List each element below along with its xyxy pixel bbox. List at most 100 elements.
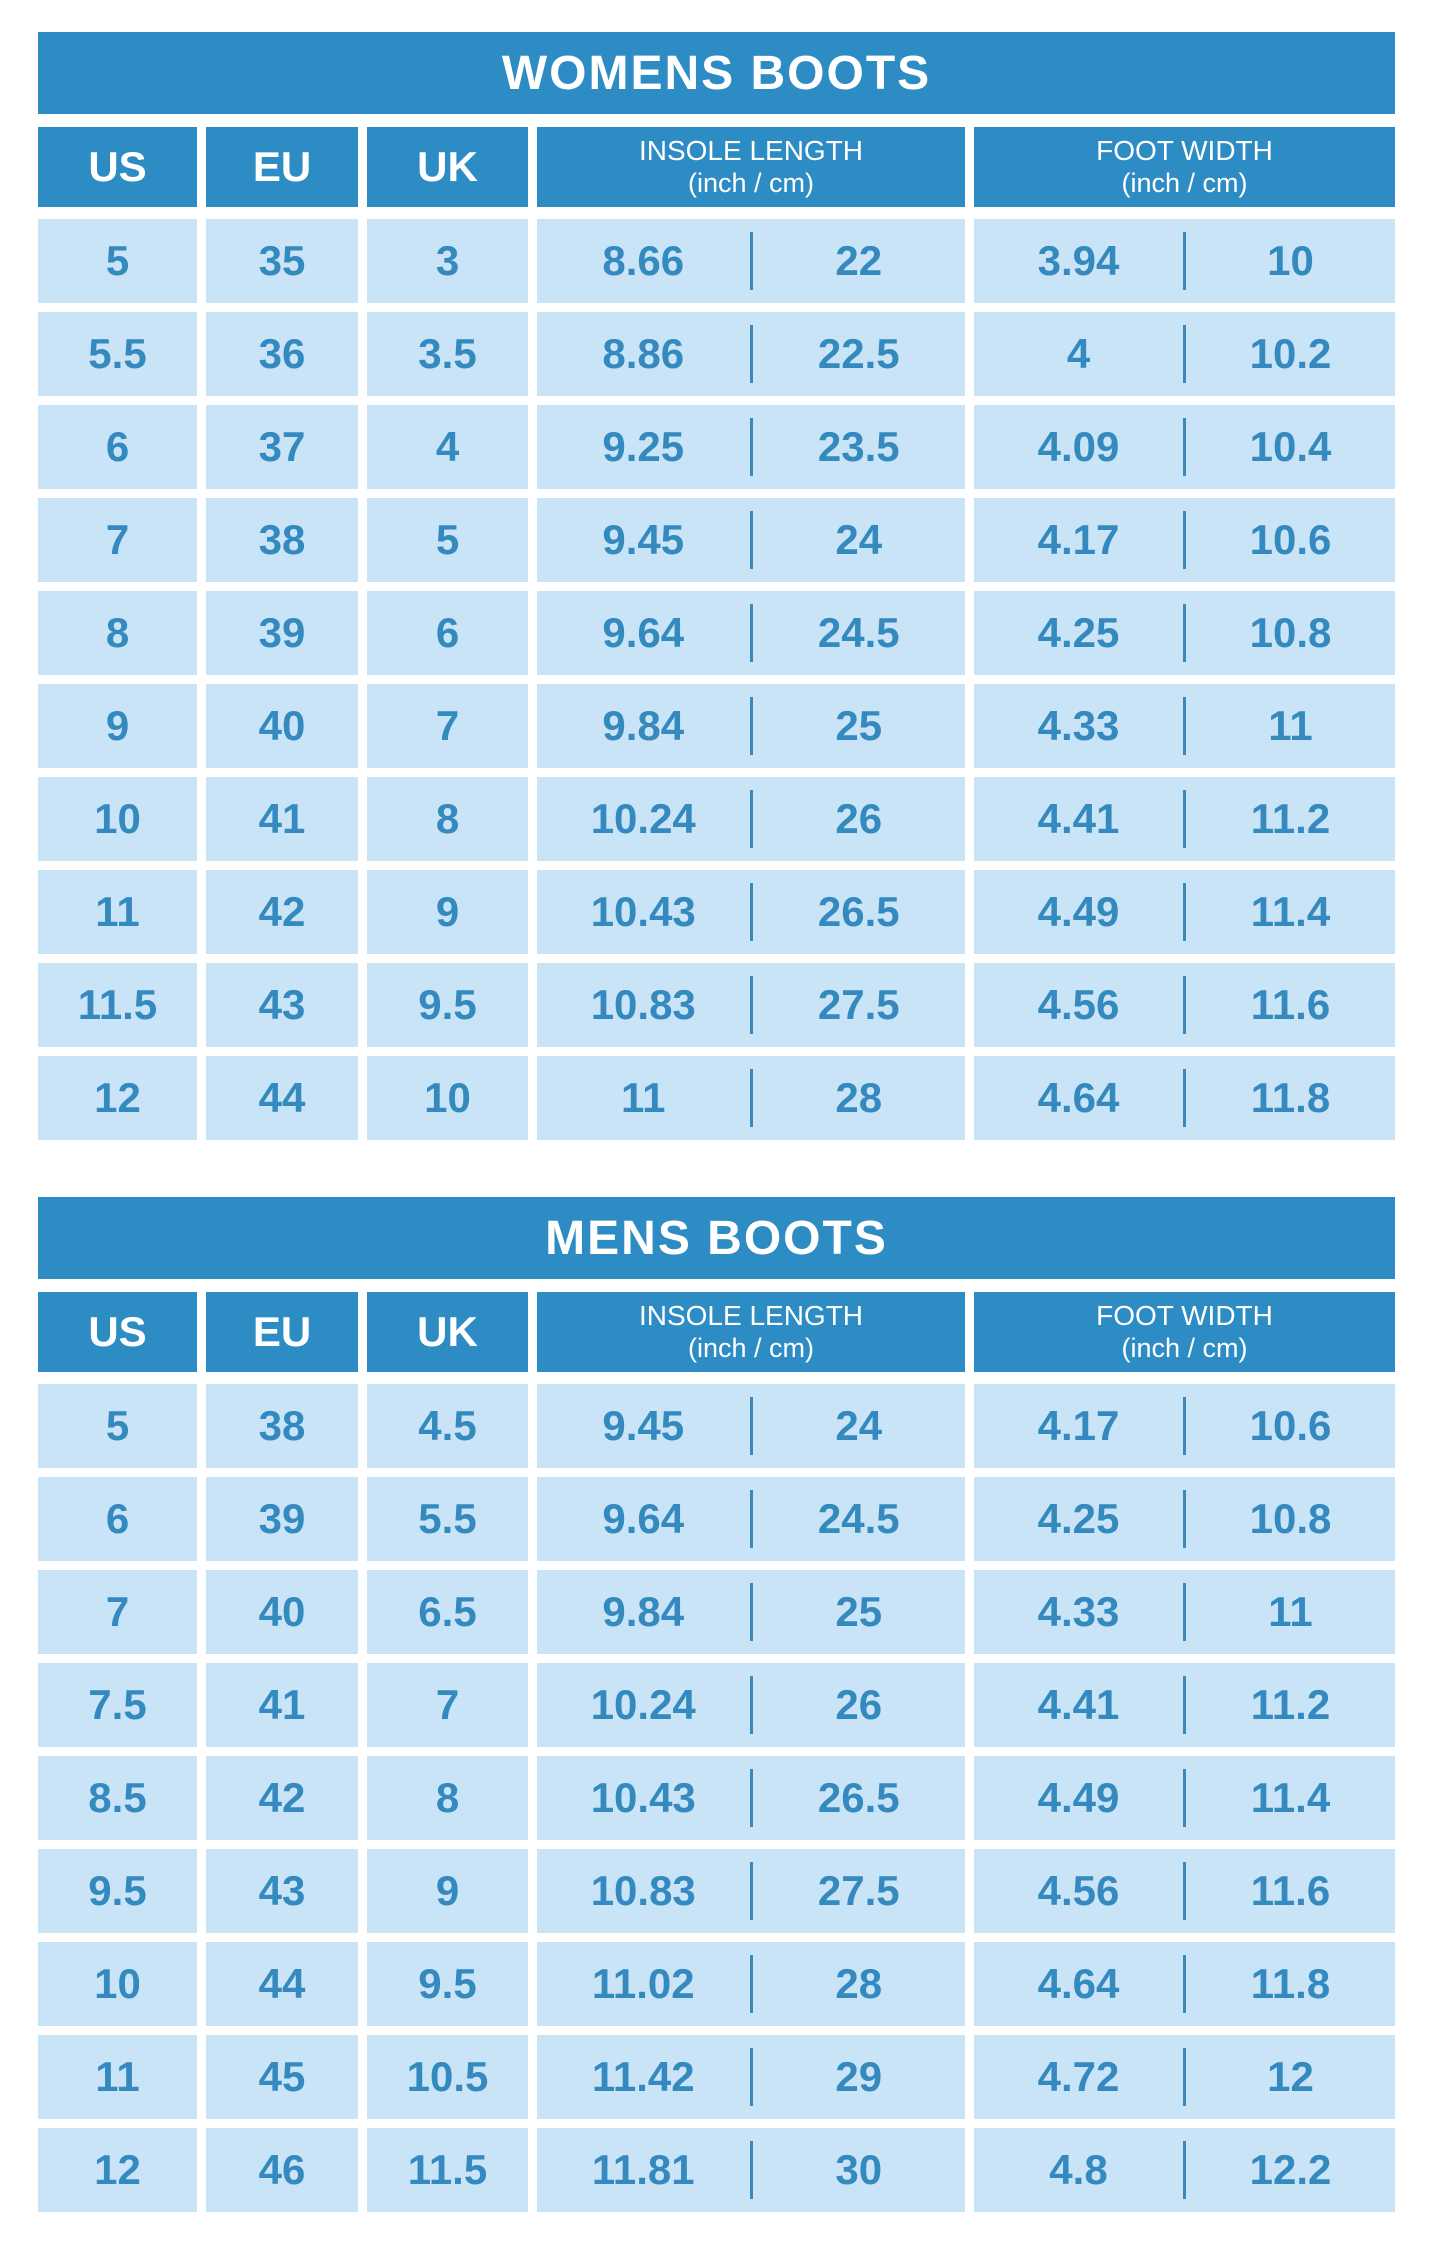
- uk-column-header: UK: [367, 127, 528, 207]
- insole-length-column-header: INSOLE LENGTH (inch / cm): [537, 1292, 965, 1372]
- insole-cm-value: 29: [835, 2053, 883, 2100]
- uk-size-cell: 4: [367, 405, 528, 489]
- foot-width-cm-value: 12: [1267, 2053, 1314, 2100]
- insole-length-cell: 9.64 24.5: [537, 591, 965, 675]
- insole-length-column-header: INSOLE LENGTH (inch / cm): [537, 127, 965, 207]
- foot-width-inch-value: 4.25: [1037, 609, 1120, 656]
- uk-size-cell: 5: [367, 498, 528, 582]
- foot-width-cm-value: 10.6: [1249, 1402, 1332, 1449]
- insole-cm-value: 25: [835, 702, 883, 749]
- foot-width-cell: 4.25 10.8: [974, 591, 1395, 675]
- cell-divider: [1183, 325, 1186, 383]
- foot-width-inch-value: 4.41: [1037, 795, 1120, 842]
- eu-size-cell: 41: [206, 777, 358, 861]
- foot-width-cm-value: 10.8: [1249, 1495, 1332, 1542]
- foot-width-inch-value: 4.8: [1049, 2146, 1108, 2193]
- foot-width-cell: 4.64 11.8: [974, 1056, 1395, 1140]
- eu-size-cell: 40: [206, 1570, 358, 1654]
- eu-size-cell: 42: [206, 870, 358, 954]
- size-row: 11 45 10.5 11.42 29 4.72 12: [38, 2035, 1395, 2119]
- foot-width-column-header: FOOT WIDTH (inch / cm): [974, 127, 1395, 207]
- eu-size-cell: 44: [206, 1942, 358, 2026]
- uk-size-cell: 5.5: [367, 1477, 528, 1561]
- size-row: 5.5 36 3.5 8.86 22.5 4 10.2: [38, 312, 1395, 396]
- foot-width-inch-value: 4.17: [1037, 1402, 1120, 1449]
- insole-cm-value: 22.5: [817, 330, 900, 377]
- cell-divider: [749, 325, 753, 383]
- insole-inch-value: 9.84: [602, 702, 685, 749]
- foot-width-header-line2: (inch / cm): [1121, 1332, 1248, 1363]
- size-row: 12 44 10 11 28 4.64 11.8: [38, 1056, 1395, 1140]
- cell-divider: [749, 418, 753, 476]
- us-size-cell: 6: [38, 405, 197, 489]
- eu-size-cell: 44: [206, 1056, 358, 1140]
- insole-length-cell: 11.02 28: [537, 1942, 965, 2026]
- us-size-cell: 7: [38, 1570, 197, 1654]
- foot-width-cell: 4.56 11.6: [974, 1849, 1395, 1933]
- insole-inch-value: 10.43: [590, 1774, 696, 1821]
- foot-width-inch-value: 4.56: [1037, 981, 1120, 1028]
- foot-width-cell: 4 10.2: [974, 312, 1395, 396]
- eu-size-cell: 37: [206, 405, 358, 489]
- insole-inch-value: 10.43: [590, 888, 696, 935]
- foot-width-cell: 4.41 11.2: [974, 1663, 1395, 1747]
- foot-width-cm-value: 10.4: [1249, 423, 1332, 470]
- insole-inch-value: 10.83: [590, 1867, 696, 1914]
- cell-divider: [749, 790, 753, 848]
- size-row: 8.5 42 8 10.43 26.5 4.49 11.4: [38, 1756, 1395, 1840]
- insole-length-cell: 11 28: [537, 1056, 965, 1140]
- foot-width-cell: 4.33 11: [974, 1570, 1395, 1654]
- insole-inch-value: 11: [621, 1074, 666, 1121]
- foot-width-header-line1: FOOT WIDTH: [1096, 1300, 1273, 1332]
- us-size-cell: 5.5: [38, 312, 197, 396]
- foot-width-inch-value: 4.64: [1037, 1074, 1120, 1121]
- cell-divider: [749, 976, 753, 1034]
- uk-size-cell: 10.5: [367, 2035, 528, 2119]
- size-row: 6 39 5.5 9.64 24.5 4.25 10.8: [38, 1477, 1395, 1561]
- insole-cm-value: 28: [835, 1960, 883, 2007]
- us-size-cell: 8: [38, 591, 197, 675]
- womens-column-header-row: US EU UK INSOLE LENGTH (inch / cm) FOOT …: [38, 127, 1395, 207]
- insole-cm-value: 24.5: [817, 1495, 900, 1542]
- us-column-header: US: [38, 127, 197, 207]
- mens-column-header-row: US EU UK INSOLE LENGTH (inch / cm) FOOT …: [38, 1292, 1395, 1372]
- insole-length-cell: 10.24 26: [537, 777, 965, 861]
- foot-width-cm-value: 11.6: [1250, 981, 1331, 1028]
- insole-length-cell: 9.45 24: [537, 498, 965, 582]
- cell-divider: [749, 883, 753, 941]
- womens-boots-table: WOMENS BOOTS US EU UK INSOLE LENGTH (inc…: [38, 32, 1395, 1140]
- insole-length-cell: 9.25 23.5: [537, 405, 965, 489]
- us-size-cell: 10: [38, 777, 197, 861]
- insole-header-line1: INSOLE LENGTH: [638, 1300, 864, 1332]
- insole-inch-value: 9.45: [602, 1402, 685, 1449]
- cell-divider: [1183, 604, 1186, 662]
- foot-width-cm-value: 11.2: [1250, 795, 1331, 842]
- cell-divider: [1183, 511, 1186, 569]
- eu-size-cell: 38: [206, 498, 358, 582]
- foot-width-cell: 4.17 10.6: [974, 498, 1395, 582]
- size-row: 9.5 43 9 10.83 27.5 4.56 11.6: [38, 1849, 1395, 1933]
- foot-width-inch-value: 4.49: [1037, 888, 1120, 935]
- eu-size-cell: 39: [206, 591, 358, 675]
- uk-size-cell: 9.5: [367, 1942, 528, 2026]
- mens-table-title: MENS BOOTS: [545, 1211, 888, 1265]
- eu-size-cell: 40: [206, 684, 358, 768]
- insole-length-cell: 10.83 27.5: [537, 963, 965, 1047]
- foot-width-inch-value: 4: [1066, 330, 1091, 377]
- insole-inch-value: 11.42: [591, 2053, 695, 2100]
- eu-size-cell: 42: [206, 1756, 358, 1840]
- eu-size-cell: 35: [206, 219, 358, 303]
- foot-width-header-line2: (inch / cm): [1121, 167, 1248, 198]
- insole-inch-value: 11.81: [591, 2146, 695, 2193]
- insole-cm-value: 24: [835, 516, 883, 563]
- foot-width-cm-value: 10.2: [1249, 330, 1332, 377]
- cell-divider: [749, 1490, 753, 1548]
- eu-column-header: EU: [206, 127, 358, 207]
- cell-divider: [1183, 1490, 1186, 1548]
- uk-size-cell: 10: [367, 1056, 528, 1140]
- us-size-cell: 9: [38, 684, 197, 768]
- insole-length-cell: 9.64 24.5: [537, 1477, 965, 1561]
- uk-size-cell: 9: [367, 1849, 528, 1933]
- foot-width-inch-value: 4.64: [1037, 1960, 1120, 2007]
